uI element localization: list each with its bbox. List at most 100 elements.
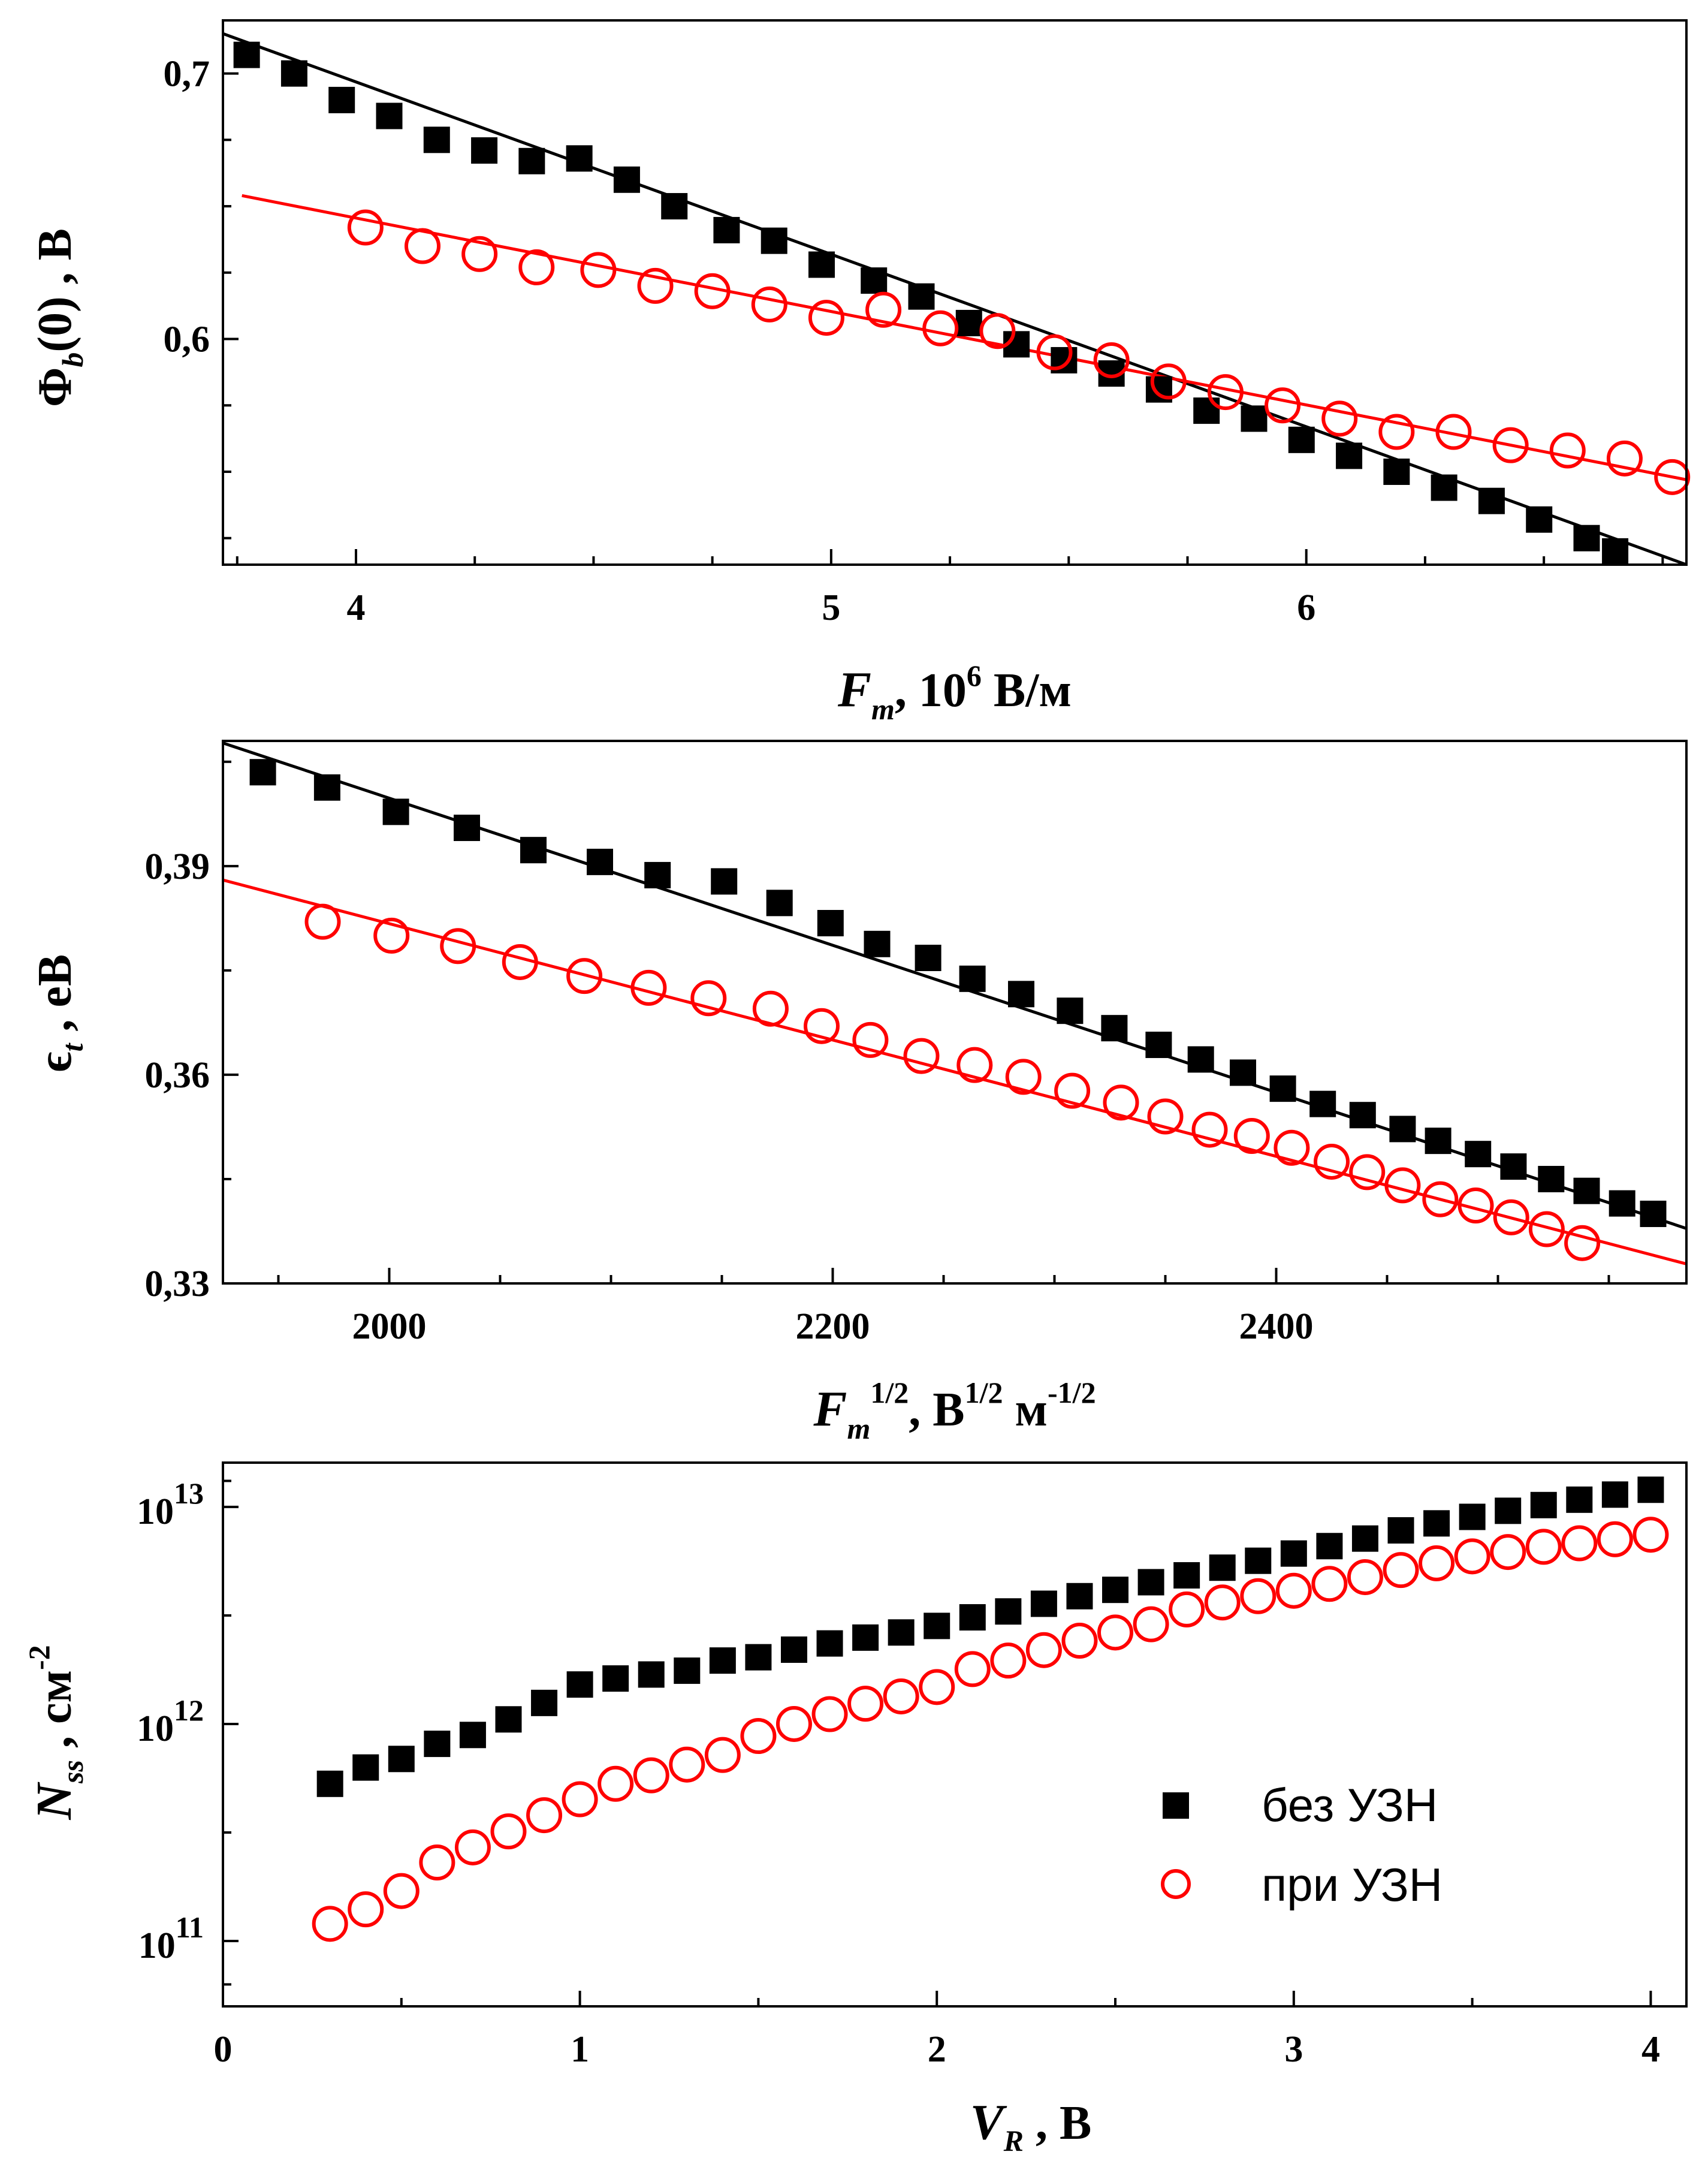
data-point-circle xyxy=(1525,1529,1562,1565)
data-point-circle xyxy=(1005,1059,1042,1095)
data-point-square xyxy=(1465,1141,1492,1168)
data-point-square xyxy=(709,1647,736,1674)
data-point-circle xyxy=(922,310,959,346)
p2-y-sub: t xyxy=(56,1042,89,1052)
data-point-circle xyxy=(811,1696,848,1732)
data-point-circle xyxy=(518,249,555,285)
data-point-circle xyxy=(919,1669,955,1705)
data-point-circle xyxy=(804,1008,840,1044)
data-point-circle xyxy=(1150,363,1187,400)
y-tick-label: 0,39 xyxy=(145,846,210,887)
data-point-circle xyxy=(347,209,384,246)
data-point-square xyxy=(888,1619,915,1646)
data-point-circle xyxy=(1383,1552,1419,1589)
p2-x-mid: , В xyxy=(909,1384,964,1436)
data-point-square xyxy=(1101,1015,1128,1042)
data-point-square xyxy=(1351,1525,1378,1552)
panel-2-x-axis-title: Fm1/2, В1/2 м-1/2 xyxy=(813,1376,1096,1445)
data-point-circle xyxy=(669,1746,705,1783)
data-point-circle xyxy=(1275,1572,1312,1609)
panel-3-x-ticks: 0 1 2 3 4 xyxy=(214,1991,1660,2070)
data-point-circle xyxy=(405,228,440,264)
data-point-circle xyxy=(1169,1591,1205,1627)
data-point-circle xyxy=(1133,1606,1169,1642)
p3-y-mid: , см xyxy=(29,1670,82,1760)
data-point-circle xyxy=(751,286,787,323)
data-point-circle xyxy=(490,1813,527,1850)
data-point-circle xyxy=(1349,1154,1386,1190)
data-point-circle xyxy=(440,928,476,965)
data-point-square xyxy=(1500,1153,1527,1180)
data-point-circle xyxy=(1025,1632,1062,1668)
data-point-square xyxy=(1309,1090,1336,1117)
fit-line-1 xyxy=(223,32,1686,565)
fit-line-2 xyxy=(223,878,1686,1265)
data-point-circle xyxy=(694,273,731,309)
data-point-circle xyxy=(865,291,902,328)
p1-x-sub: m xyxy=(871,692,895,726)
data-point-square xyxy=(1573,525,1600,551)
data-point-square xyxy=(587,848,613,875)
data-point-circle xyxy=(808,300,844,336)
data-point-circle xyxy=(1457,1187,1494,1224)
p2-x-sub: m xyxy=(847,1412,870,1445)
data-point-circle xyxy=(1147,1098,1184,1135)
data-point-square xyxy=(1526,506,1553,533)
legend-label-2: при УЗН xyxy=(1262,1858,1443,1911)
data-point-square xyxy=(1173,1562,1200,1589)
data-point-square xyxy=(316,1770,343,1797)
p3-x-main: V xyxy=(970,2094,1007,2150)
p1-y-sub: b xyxy=(56,352,89,367)
data-point-square xyxy=(1316,1533,1343,1560)
data-point-circle xyxy=(1054,1072,1091,1109)
data-point-circle xyxy=(580,252,617,288)
data-point-square xyxy=(1383,458,1410,485)
data-point-square xyxy=(674,1657,701,1684)
y-tick-label: 0,33 xyxy=(145,1264,210,1304)
data-point-circle xyxy=(566,958,603,994)
data-point-circle xyxy=(304,903,341,940)
data-point-square xyxy=(1209,1554,1236,1581)
data-point-square xyxy=(1566,1486,1593,1513)
data-point-circle xyxy=(1093,342,1130,378)
p2-x-main: F xyxy=(813,1381,847,1437)
data-point-square xyxy=(766,890,793,917)
data-point-circle xyxy=(633,1757,669,1794)
data-point-circle xyxy=(348,1891,384,1928)
data-point-circle xyxy=(1103,1084,1139,1121)
data-point-square xyxy=(644,861,671,888)
p1-x-mid: , 10 xyxy=(895,664,967,717)
fit-line-2 xyxy=(242,194,1686,481)
data-point-square xyxy=(1478,487,1505,514)
data-point-square xyxy=(1269,1075,1296,1102)
data-point-circle xyxy=(1274,1129,1310,1166)
data-point-square xyxy=(1241,405,1268,432)
data-point-square xyxy=(864,930,891,957)
legend-marker-circle xyxy=(1161,1869,1191,1899)
data-point-circle xyxy=(775,1705,812,1742)
p1-y-main: Φ xyxy=(29,367,82,407)
data-point-circle xyxy=(1207,374,1244,411)
p1-y-tail: (0) , В xyxy=(29,228,82,352)
x-tick-label: 2000 xyxy=(352,1306,427,1347)
data-point-circle xyxy=(847,1686,884,1722)
y-tick-label: 1011 xyxy=(138,1910,204,1966)
data-point-circle xyxy=(1191,1111,1228,1148)
data-point-circle xyxy=(1561,1525,1598,1562)
panel-3: 0 1 2 3 4 1011 1012 1013 без УЗН при УЗН VR , … xyxy=(22,1461,1688,2157)
data-point-circle xyxy=(690,980,727,1017)
panel-1-fit-lines xyxy=(223,32,1686,565)
data-point-square xyxy=(924,1613,950,1639)
legend: без УЗН при УЗН xyxy=(1161,1779,1443,1911)
data-point-square xyxy=(1066,1583,1093,1610)
data-point-square xyxy=(423,126,450,153)
data-point-square xyxy=(661,193,688,220)
panel-3-y-axis-title: Nss , см-2 xyxy=(22,1645,89,1820)
p3-y-sub: ss xyxy=(56,1760,89,1784)
data-point-circle xyxy=(979,313,1016,349)
p3-x-sub: R xyxy=(1003,2124,1024,2157)
data-point-circle xyxy=(956,1047,993,1083)
panel-3-frame xyxy=(222,1461,1688,2008)
data-point-square xyxy=(1609,1190,1635,1217)
